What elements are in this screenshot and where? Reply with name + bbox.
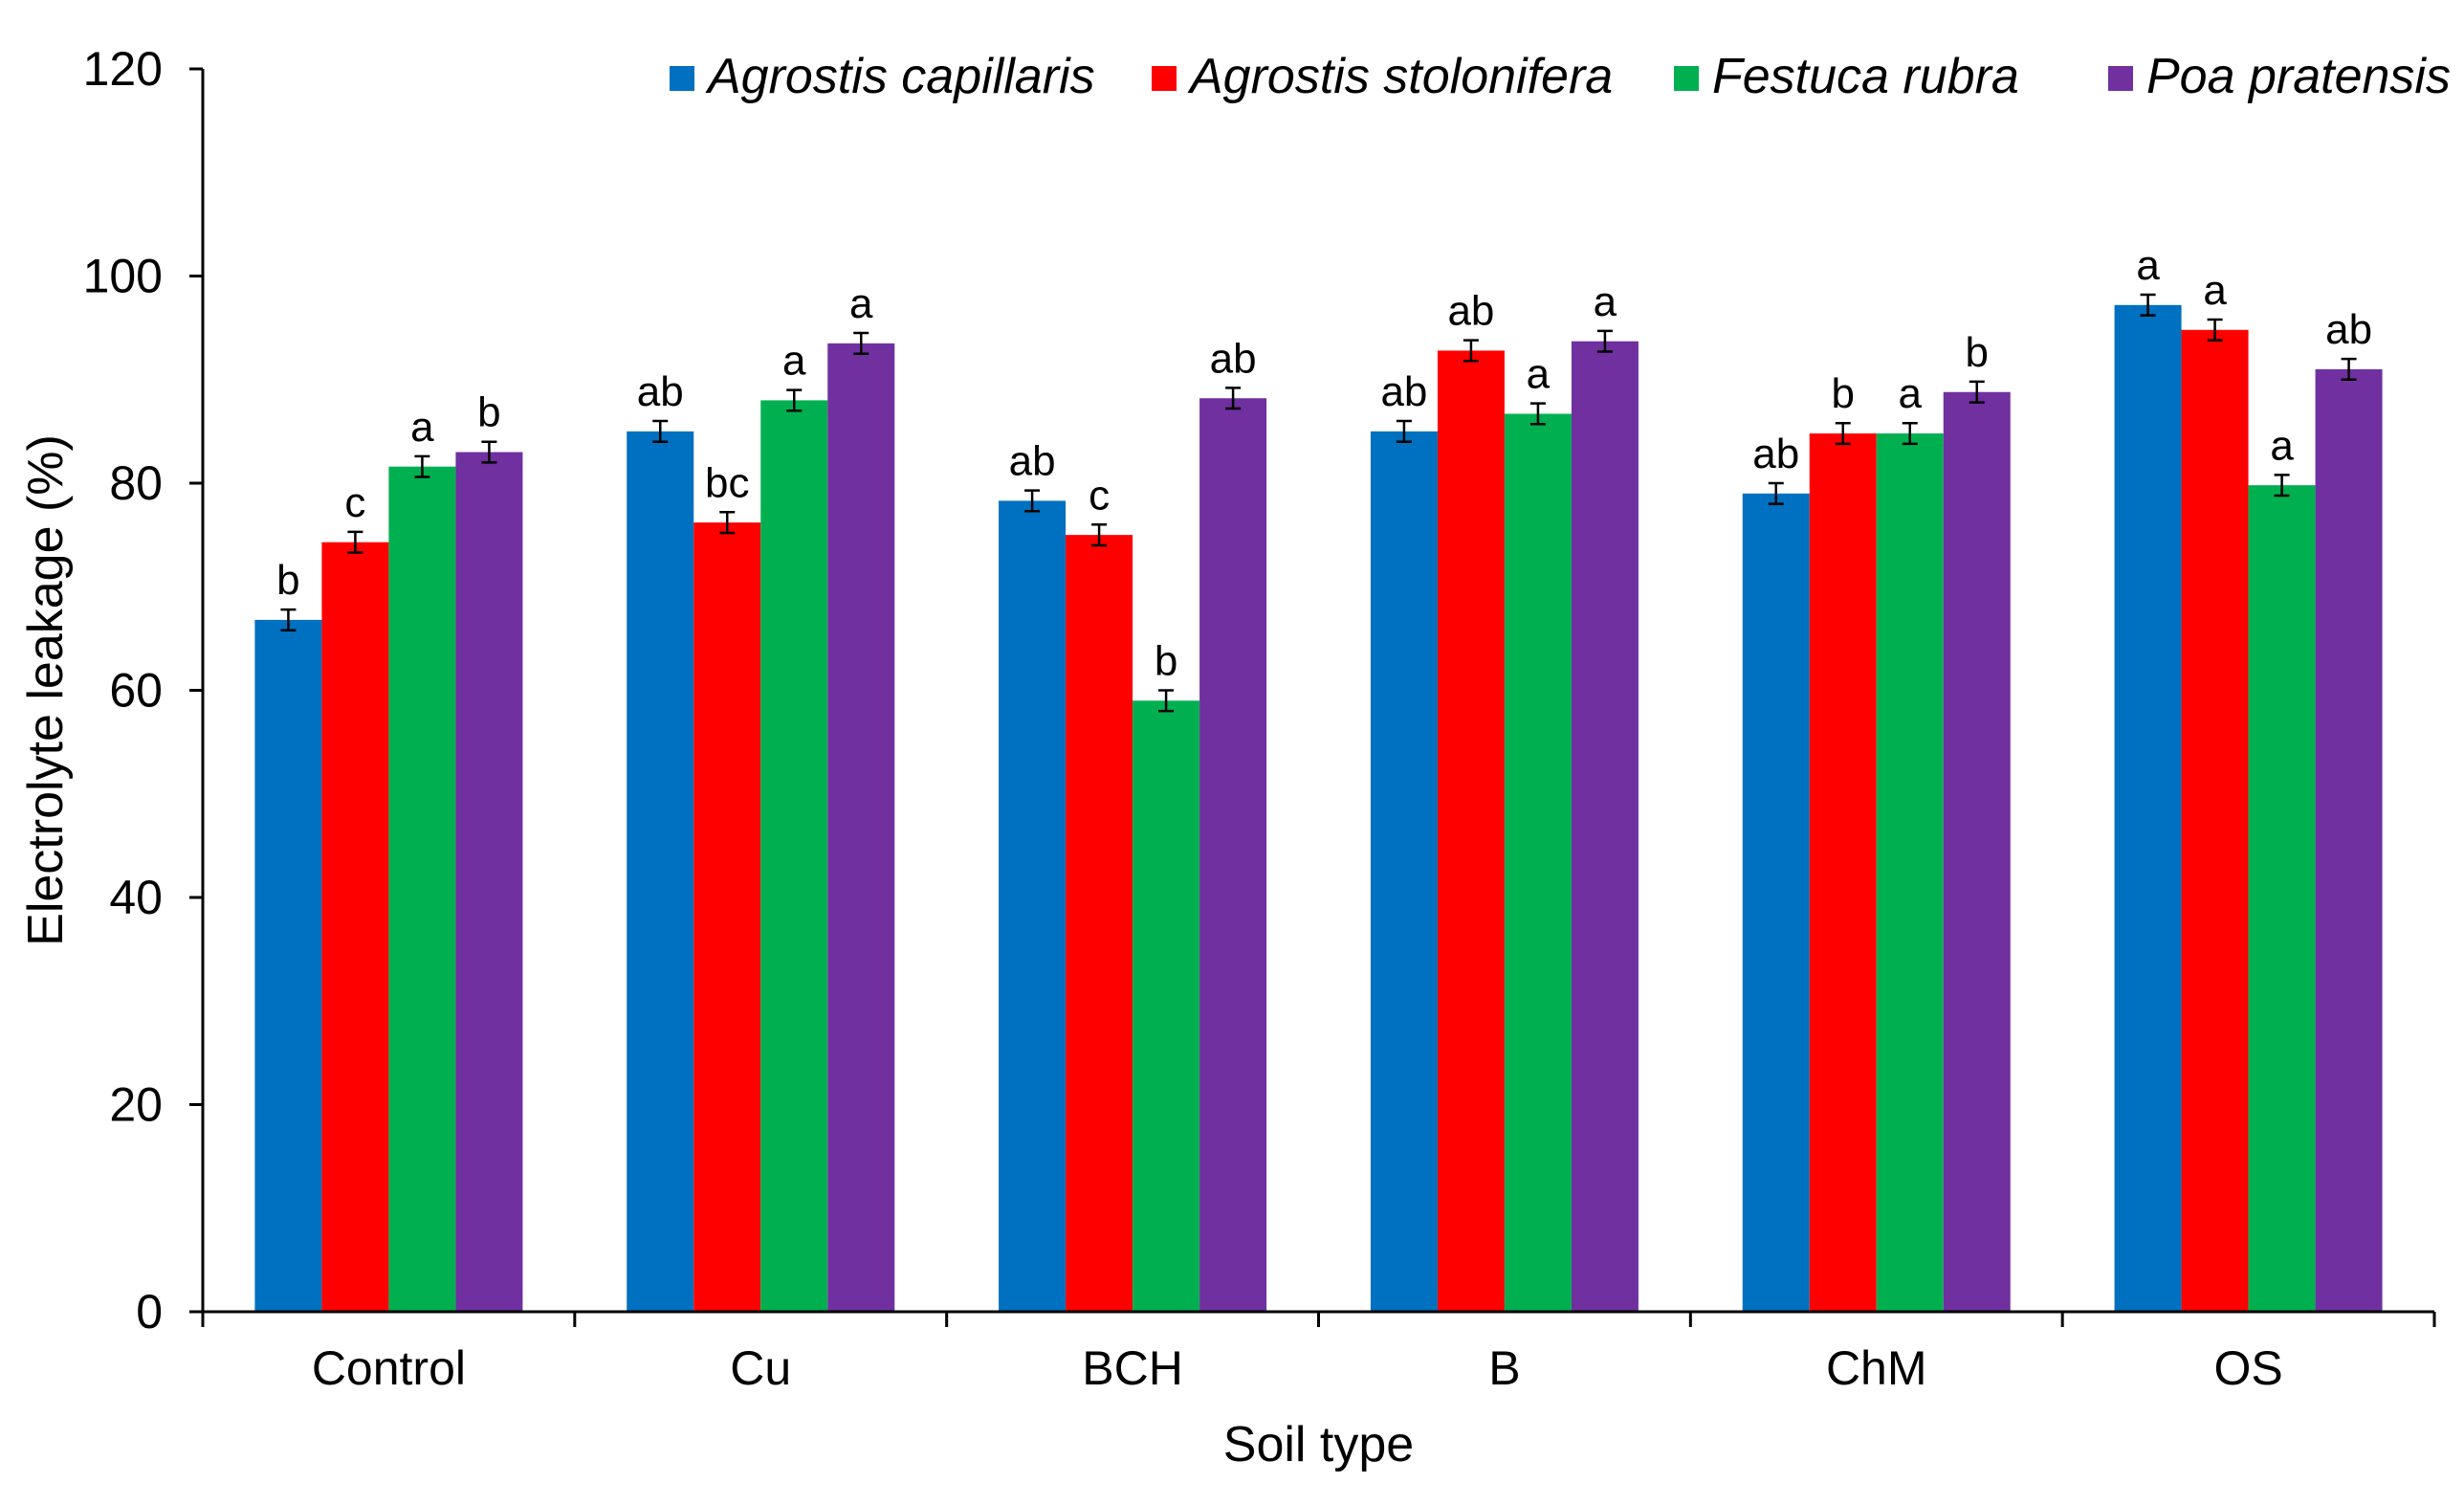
bar [1504, 413, 1572, 1312]
legend-label: Festuca rubra [1712, 49, 2019, 104]
legend-label: Agrostis capillaris [705, 49, 1095, 104]
significance-letter: ab [1210, 335, 1257, 382]
significance-letter: a [2270, 422, 2294, 469]
bar [2315, 368, 2383, 1312]
y-tick-label: 20 [109, 1078, 163, 1132]
legend-swatch [1152, 66, 1177, 91]
bar [1133, 700, 1200, 1312]
bars-group [254, 304, 2383, 1312]
x-tick-label: Cu [730, 1341, 791, 1395]
bar [627, 431, 694, 1312]
legend-swatch [670, 66, 694, 91]
y-axis-title: Electrolyte leakage (%) [18, 434, 74, 946]
bar [1370, 431, 1438, 1312]
y-tick-label: 60 [109, 664, 163, 718]
y-tick-label: 120 [83, 42, 163, 96]
legend-swatch [1674, 66, 1699, 91]
significance-letter: ab [1752, 431, 1799, 477]
x-tick-label: BCH [1082, 1341, 1183, 1395]
x-tick-label: B [1488, 1341, 1520, 1395]
bar [760, 400, 828, 1312]
significance-letter: ab [1447, 288, 1494, 335]
significance-letter: a [2203, 267, 2227, 314]
significance-letter: a [1899, 370, 1923, 417]
significance-letter: a [410, 404, 434, 451]
significance-letter: a [782, 338, 806, 385]
bar [254, 619, 322, 1312]
x-tick-label: OS [2213, 1341, 2282, 1395]
legend-label: Agrostis stolonifera [1187, 49, 1613, 104]
axes-group [201, 69, 2434, 1314]
significance-letter: bc [705, 459, 749, 506]
y-axis-ticks: 0 20 40 60 80 100 120 [83, 42, 203, 1339]
bar [2114, 304, 2182, 1312]
significance-letter: a [2136, 242, 2160, 289]
x-tick-label: Control [312, 1341, 466, 1395]
bar [455, 452, 523, 1312]
significance-letter: c [344, 479, 365, 526]
bar [827, 343, 895, 1312]
y-tick-label: 40 [109, 871, 163, 924]
legend-label: Poa pratensis [2146, 49, 2451, 104]
significance-letter: ab [637, 368, 684, 415]
significance-letter: b [477, 389, 500, 436]
bar [1809, 433, 1877, 1312]
x-axis-ticks: Control Cu BCH B ChM OS [201, 1312, 2436, 1395]
significance-letter: ab [1380, 368, 1427, 415]
bar [2248, 485, 2316, 1312]
bar [1066, 535, 1133, 1312]
x-axis-title: Soil type [1223, 1417, 1414, 1472]
bar [1876, 433, 1944, 1312]
legend: Agrostis capillaris Agrostis stolonifera F… [670, 49, 2451, 104]
bar [999, 500, 1067, 1312]
bar [693, 522, 761, 1312]
bar [1199, 398, 1267, 1312]
y-tick-label: 100 [83, 250, 163, 303]
significance-letter: ab [1009, 438, 1056, 485]
significance-letter: b [276, 557, 299, 604]
significance-letter: a [1527, 351, 1551, 398]
bar [1571, 341, 1639, 1312]
significance-letter: b [1966, 329, 1989, 376]
significance-letter: b [1155, 638, 1177, 685]
bar [388, 466, 456, 1312]
significance-letter: c [1089, 472, 1110, 519]
bar [2181, 329, 2249, 1312]
error-bars-group [280, 293, 2357, 713]
bar [1742, 493, 1810, 1312]
legend-swatch [2108, 66, 2133, 91]
y-tick-label: 80 [109, 456, 163, 510]
x-tick-label: ChM [1826, 1341, 1927, 1395]
bar [321, 542, 389, 1312]
bar [1437, 350, 1505, 1312]
significance-letter: ab [2325, 306, 2372, 353]
bar [1943, 391, 2011, 1312]
significance-letter: a [849, 280, 873, 327]
significance-letter: b [1832, 370, 1855, 417]
significance-letter: a [1594, 278, 1617, 325]
y-tick-label: 0 [136, 1285, 163, 1339]
